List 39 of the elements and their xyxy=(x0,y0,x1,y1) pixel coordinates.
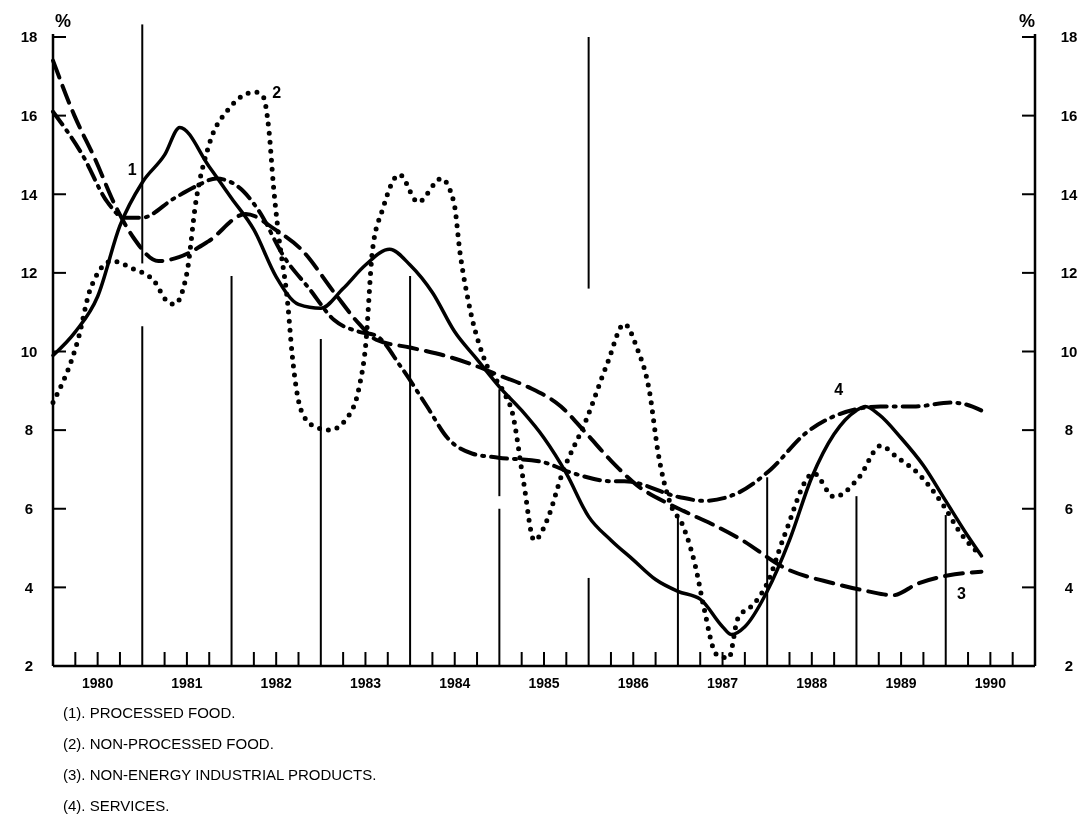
y2-tick-label: 18 xyxy=(1060,28,1078,46)
y-tick-label: 16 xyxy=(20,106,38,124)
x-tick-label: 1980 xyxy=(82,675,114,691)
y2-tick-label: 16 xyxy=(1060,106,1078,124)
series-label: 2 xyxy=(272,83,282,101)
text: (3). NON-ENERGY INDUSTRIAL PRODUCTS. xyxy=(63,766,377,783)
y2-tick-label: 10 xyxy=(1060,342,1078,360)
series-label: 1 xyxy=(127,161,137,179)
y2-tick-label: 4 xyxy=(1064,578,1074,596)
x-tick-label: 1988 xyxy=(796,675,828,691)
series-label: 4 xyxy=(834,381,844,398)
y2-tick-label: 8 xyxy=(1064,421,1074,439)
y-tick-label: 6 xyxy=(24,500,34,517)
y-tick-label: 4 xyxy=(24,578,34,596)
y-tick-label: 14 xyxy=(20,185,38,203)
text: (1). PROCESSED FOOD. xyxy=(63,704,236,721)
y-axis-title: % xyxy=(54,11,72,31)
y-tick-label: 10 xyxy=(20,342,38,360)
x-tick-label: 1990 xyxy=(974,675,1007,691)
y2-tick-label: 6 xyxy=(1064,500,1074,517)
y-tick-label: 8 xyxy=(24,421,34,439)
y2-tick-label: 14 xyxy=(1060,185,1078,203)
x-tick-label: 1989 xyxy=(885,675,917,691)
y-tick-label: 2 xyxy=(24,657,34,675)
x-tick-label: 1984 xyxy=(439,675,471,691)
x-tick-label: 1986 xyxy=(617,675,650,691)
x-tick-label: 1985 xyxy=(528,675,560,691)
y-tick-label: 18 xyxy=(20,28,38,46)
text: (4). SERVICES. xyxy=(63,797,170,814)
y2-tick-label: 12 xyxy=(1060,264,1078,282)
series-label: 3 xyxy=(957,585,967,603)
y-tick-label: 12 xyxy=(20,264,38,282)
x-tick-label: 1987 xyxy=(706,675,739,691)
x-tick-label: 1983 xyxy=(349,675,382,691)
y2-axis-title: % xyxy=(1018,11,1036,31)
x-tick-label: 1982 xyxy=(260,675,292,691)
text: (2). NON-PROCESSED FOOD. xyxy=(63,735,274,752)
x-tick-label: 1981 xyxy=(171,675,203,691)
y2-tick-label: 2 xyxy=(1064,657,1074,675)
